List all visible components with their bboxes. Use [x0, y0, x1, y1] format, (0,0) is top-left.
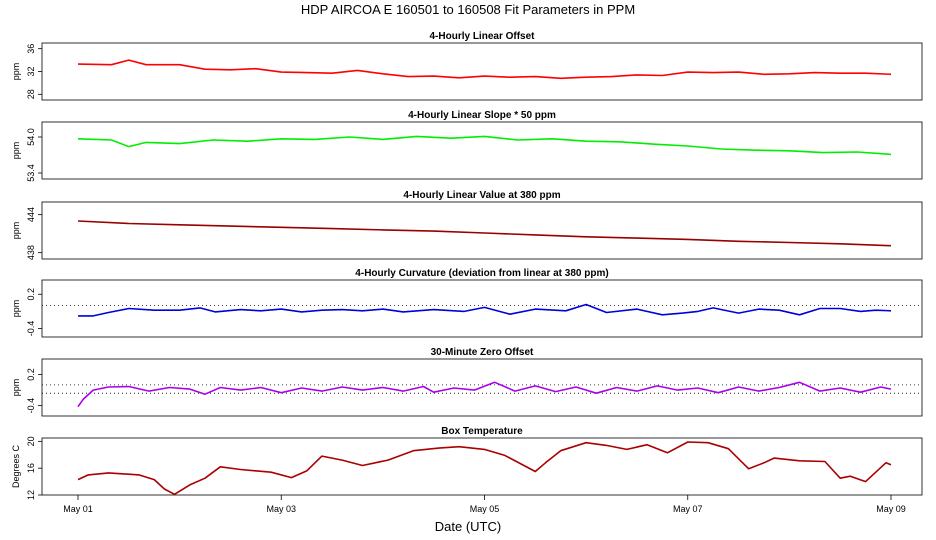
panel-value: 4-Hourly Linear Value at 380 ppm 444 438 pp… — [11, 190, 923, 260]
figure-title: HDP AIRCOA E 160501 to 160508 Fit Parame… — [301, 2, 635, 17]
y-axis-label-value: ppm — [11, 222, 21, 240]
panel-curvature: 4-Hourly Curvature (deviation from linea… — [11, 268, 923, 338]
panel-title-curvature: 4-Hourly Curvature (deviation from linea… — [355, 268, 608, 279]
y-tick-label-offset-1: 32 — [26, 66, 36, 76]
panel-offset: 4-Hourly Linear Offset 36 32 28 ppm — [11, 31, 923, 101]
series-line-offset — [77, 59, 892, 80]
panels: 4-Hourly Linear Offset363228ppm4-Hourly … — [11, 31, 923, 500]
panel-title-offset: 4-Hourly Linear Offset — [429, 31, 535, 42]
panel-frame-offset — [41, 42, 923, 101]
y-tick-label-temperature-2: 12 — [26, 490, 36, 500]
y-tick-label-curvature-0: 0.2 — [26, 288, 36, 301]
y-axis-label-slope: ppm — [11, 142, 21, 160]
y-tick-label-temperature-0: 20 — [26, 436, 36, 446]
panel-temperature: Box Temperature 20 16 12 Degrees C — [11, 426, 923, 500]
series-line-slope — [77, 135, 892, 156]
x-tick-label-0: May 01 — [63, 504, 93, 514]
panel-title-temperature: Box Temperature — [441, 426, 523, 437]
panel-title-zero: 30-Minute Zero Offset — [431, 347, 534, 358]
panel-slope: 4-Hourly Linear Slope * 50 ppm 54.0 53.4 pp… — [11, 110, 923, 182]
panel-frame-value — [41, 201, 923, 260]
x-tick-label-2: May 05 — [470, 504, 500, 514]
panel-title-slope: 4-Hourly Linear Slope * 50 ppm — [408, 110, 556, 121]
x-axis-ticks: May 01 May 03 May 05 May 07 May 09 — [63, 495, 906, 514]
panel-frame-curvature — [41, 279, 923, 338]
panel-title-value: 4-Hourly Linear Value at 380 ppm — [403, 190, 560, 201]
y-tick-label-value-1: 438 — [26, 245, 36, 260]
x-tick-label-3: May 07 — [673, 504, 703, 514]
y-tick-label-temperature-1: 16 — [26, 463, 36, 473]
y-axis-label-temperature: Degrees C — [11, 444, 21, 488]
y-axis-label-zero: ppm — [11, 379, 21, 397]
y-tick-label-slope-1: 53.4 — [26, 164, 36, 182]
x-tick-label-4: May 09 — [876, 504, 906, 514]
panel-zero: 30-Minute Zero Offset 0.2 -0.4 ppm — [11, 347, 923, 417]
panel-frame-slope — [41, 121, 923, 180]
series-line-value — [77, 220, 892, 247]
y-tick-label-curvature-1: -0.4 — [26, 321, 36, 337]
y-tick-label-offset-0: 36 — [26, 44, 36, 54]
x-axis-label: Date (UTC) — [435, 519, 501, 534]
panel-frame-zero — [41, 358, 923, 417]
y-tick-label-offset-2: 28 — [26, 89, 36, 99]
y-tick-label-zero-1: -0.4 — [26, 398, 36, 414]
series-line-zero — [77, 381, 892, 408]
y-axis-label-offset: ppm — [11, 63, 21, 81]
y-tick-label-value-0: 444 — [26, 207, 36, 222]
x-tick-label-1: May 03 — [266, 504, 296, 514]
y-axis-label-curvature: ppm — [11, 300, 21, 318]
panel-frame-temperature — [41, 437, 923, 496]
y-tick-label-zero-0: 0.2 — [26, 368, 36, 381]
series-line-temperature — [77, 441, 892, 496]
y-tick-label-slope-0: 54.0 — [26, 128, 36, 146]
series-line-curvature — [78, 303, 892, 317]
